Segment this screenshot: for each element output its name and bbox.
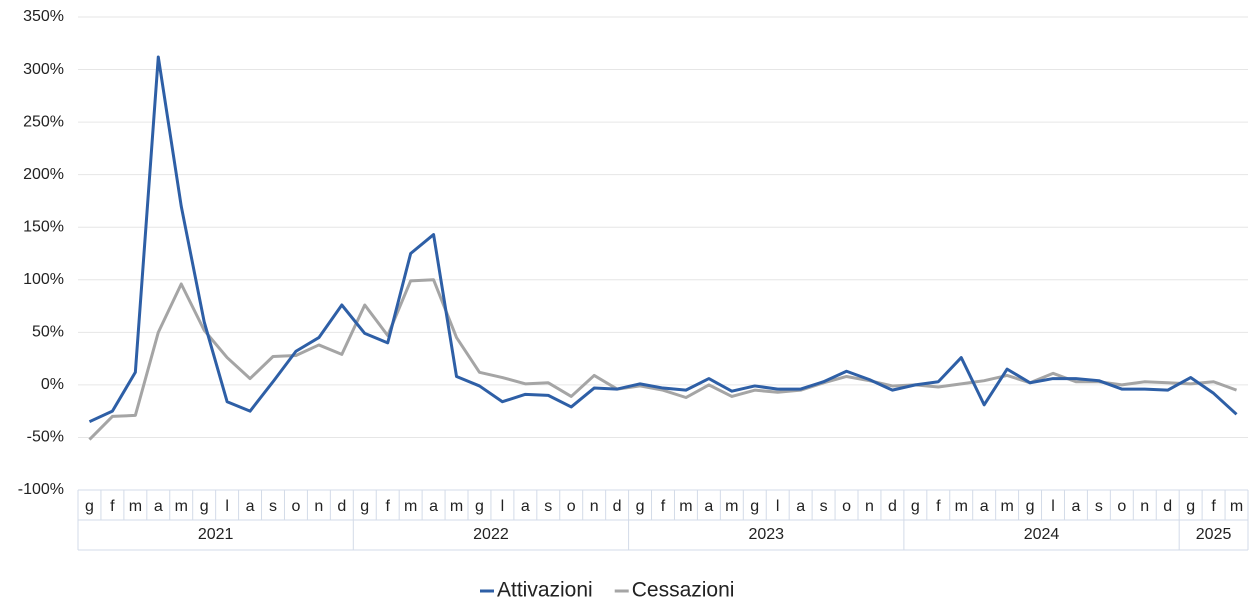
- x-tick-label: m: [679, 498, 692, 515]
- y-tick-label: 200%: [23, 166, 64, 183]
- x-tick-label: f: [1211, 498, 1216, 515]
- x-tick-label: a: [1071, 498, 1080, 515]
- x-tick-label: o: [1117, 498, 1126, 515]
- legend-label: Attivazioni: [497, 579, 593, 601]
- x-tick-label: n: [590, 498, 599, 515]
- x-tick-label: a: [246, 498, 255, 515]
- y-tick-label: 50%: [32, 324, 64, 341]
- x-tick-label: f: [661, 498, 666, 515]
- y-tick-label: 250%: [23, 113, 64, 130]
- x-tick-label: l: [1051, 498, 1055, 515]
- x-tick-label: d: [888, 498, 897, 515]
- legend-label: Cessazioni: [632, 579, 735, 601]
- x-tick-label: g: [636, 498, 645, 515]
- year-label: 2024: [1024, 526, 1060, 543]
- x-tick-label: s: [1095, 498, 1103, 515]
- series-line: [88, 55, 1238, 424]
- y-tick-label: -50%: [27, 429, 64, 446]
- x-tick-label: g: [85, 498, 94, 515]
- x-tick-label: a: [796, 498, 805, 515]
- x-tick-label: n: [314, 498, 323, 515]
- y-tick-label: 150%: [23, 218, 64, 235]
- x-tick-label: l: [225, 498, 229, 515]
- x-tick-label: g: [360, 498, 369, 515]
- series-line: [88, 278, 1238, 441]
- y-tick-label: -100%: [18, 481, 64, 498]
- x-tick-label: s: [269, 498, 277, 515]
- x-tick-label: n: [865, 498, 874, 515]
- y-tick-label: 350%: [23, 8, 64, 25]
- x-tick-label: g: [475, 498, 484, 515]
- y-tick-label: 300%: [23, 61, 64, 78]
- x-tick-label: m: [129, 498, 142, 515]
- year-label: 2025: [1196, 526, 1232, 543]
- x-tick-label: a: [429, 498, 438, 515]
- x-tick-label: l: [501, 498, 505, 515]
- x-tick-label: n: [1140, 498, 1149, 515]
- x-tick-label: o: [567, 498, 576, 515]
- x-tick-label: m: [1000, 498, 1013, 515]
- x-tick-label: o: [842, 498, 851, 515]
- year-label: 2023: [748, 526, 784, 543]
- x-tick-label: m: [450, 498, 463, 515]
- x-tick-label: a: [980, 498, 989, 515]
- x-tick-label: m: [404, 498, 417, 515]
- x-tick-label: m: [175, 498, 188, 515]
- x-tick-label: m: [725, 498, 738, 515]
- x-tick-label: m: [955, 498, 968, 515]
- year-label: 2021: [198, 526, 234, 543]
- x-tick-label: a: [704, 498, 713, 515]
- y-tick-label: 0%: [41, 376, 64, 393]
- x-tick-label: s: [544, 498, 552, 515]
- x-tick-label: g: [1186, 498, 1195, 515]
- x-tick-label: d: [613, 498, 622, 515]
- y-tick-label: 100%: [23, 271, 64, 288]
- x-tick-label: l: [776, 498, 780, 515]
- x-tick-label: m: [1230, 498, 1243, 515]
- x-tick-label: g: [200, 498, 209, 515]
- x-tick-label: s: [820, 498, 828, 515]
- x-tick-label: d: [337, 498, 346, 515]
- x-tick-label: g: [911, 498, 920, 515]
- x-tick-label: a: [521, 498, 530, 515]
- x-tick-label: g: [1026, 498, 1035, 515]
- x-tick-label: f: [110, 498, 115, 515]
- x-tick-label: o: [291, 498, 300, 515]
- x-tick-label: f: [936, 498, 941, 515]
- year-label: 2022: [473, 526, 509, 543]
- x-tick-label: g: [750, 498, 759, 515]
- x-tick-label: f: [385, 498, 390, 515]
- x-tick-label: d: [1163, 498, 1172, 515]
- x-tick-label: a: [154, 498, 163, 515]
